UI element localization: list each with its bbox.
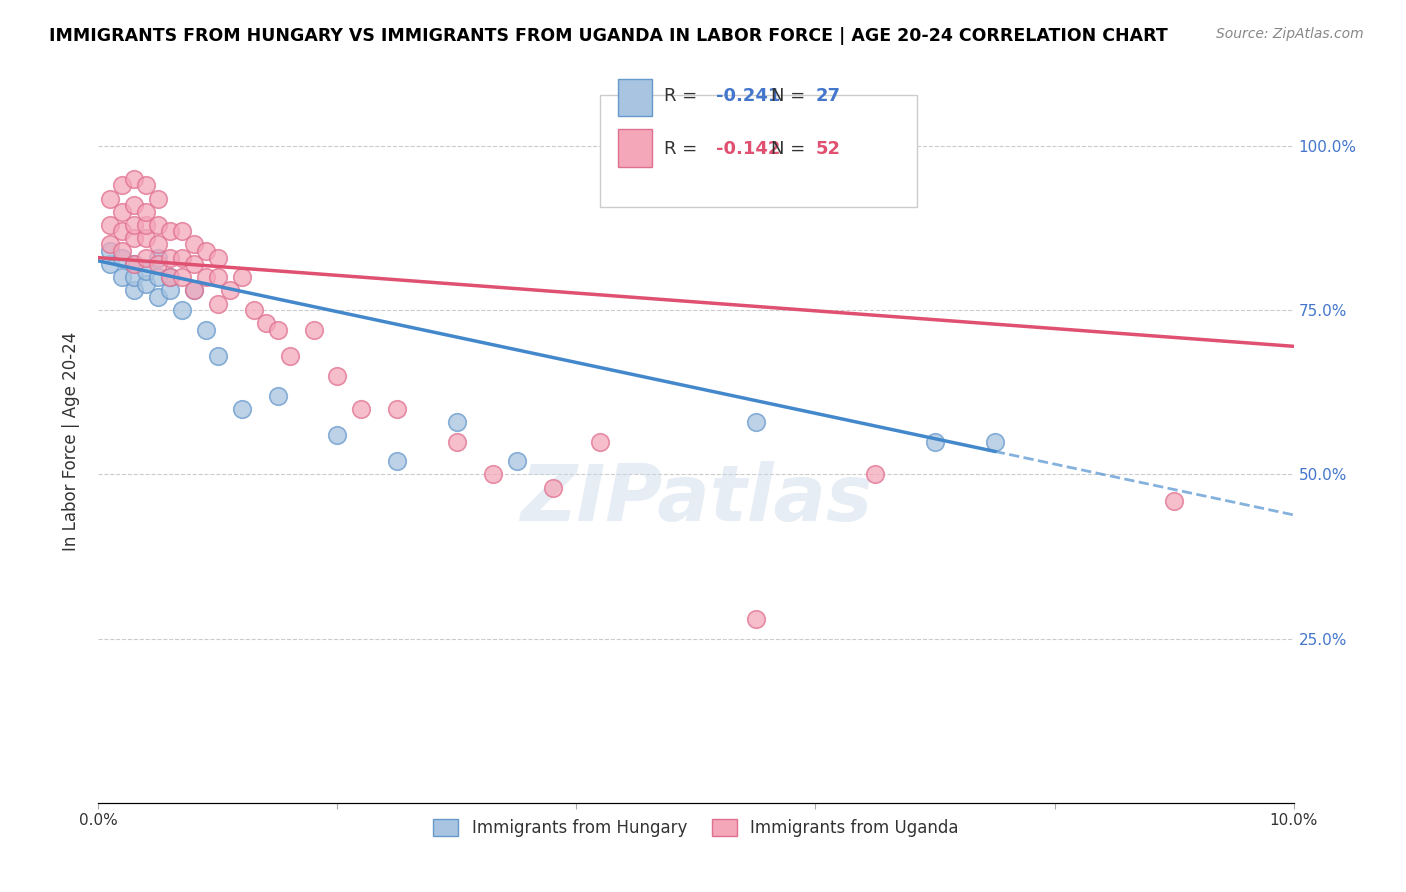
Point: [148, 270, 170, 285]
Point: [482, 467, 505, 482]
Point: [148, 257, 170, 271]
Point: [124, 171, 146, 186]
Point: [159, 270, 181, 285]
Point: [172, 270, 194, 285]
Point: [135, 204, 157, 219]
Text: R =: R =: [664, 140, 703, 158]
Point: [195, 244, 218, 258]
Point: [506, 454, 529, 468]
Y-axis label: In Labor Force | Age 20-24: In Labor Force | Age 20-24: [62, 332, 80, 551]
Point: [302, 323, 325, 337]
Legend: Immigrants from Hungary, Immigrants from Uganda: Immigrants from Hungary, Immigrants from…: [422, 807, 970, 848]
Point: [98, 218, 122, 232]
Point: [111, 204, 134, 219]
Point: [183, 284, 205, 298]
Point: [267, 388, 290, 402]
Point: [172, 303, 194, 318]
Point: [207, 270, 229, 285]
Point: [207, 251, 229, 265]
Point: [111, 251, 134, 265]
Point: [219, 284, 242, 298]
Point: [589, 434, 612, 449]
Point: [124, 284, 146, 298]
Point: [231, 270, 253, 285]
Point: [231, 401, 253, 416]
Text: Source: ZipAtlas.com: Source: ZipAtlas.com: [1216, 27, 1364, 41]
Point: [159, 284, 181, 298]
Text: 27: 27: [815, 87, 841, 105]
Point: [135, 218, 157, 232]
Point: [148, 218, 170, 232]
Point: [111, 178, 134, 193]
Point: [148, 237, 170, 252]
Point: [159, 270, 181, 285]
Point: [148, 290, 170, 304]
Point: [446, 415, 468, 429]
Point: [207, 296, 229, 310]
Point: [98, 257, 122, 271]
Point: [326, 368, 349, 383]
Point: [207, 349, 229, 363]
Point: [446, 434, 468, 449]
Point: [135, 277, 157, 291]
Text: N =: N =: [772, 87, 811, 105]
Point: [385, 454, 409, 468]
Point: [278, 349, 301, 363]
Point: [98, 237, 122, 252]
Point: [159, 224, 181, 238]
Point: [135, 251, 157, 265]
Point: [195, 323, 218, 337]
Point: [124, 257, 146, 271]
Text: ZIPatlas: ZIPatlas: [520, 461, 872, 537]
Point: [124, 198, 146, 212]
Point: [172, 224, 194, 238]
Point: [111, 244, 134, 258]
Point: [924, 434, 946, 449]
Point: [183, 284, 205, 298]
Point: [148, 192, 170, 206]
Point: [159, 251, 181, 265]
Point: [183, 257, 205, 271]
Point: [124, 231, 146, 245]
Point: [350, 401, 373, 416]
Point: [135, 264, 157, 278]
Point: [541, 481, 564, 495]
Point: [111, 224, 134, 238]
Point: [124, 257, 146, 271]
Text: N =: N =: [772, 140, 811, 158]
Point: [135, 178, 157, 193]
Text: 52: 52: [815, 140, 841, 158]
Point: [865, 467, 887, 482]
Point: [124, 218, 146, 232]
FancyBboxPatch shape: [600, 95, 917, 207]
Point: [267, 323, 290, 337]
Point: [135, 231, 157, 245]
FancyBboxPatch shape: [619, 78, 652, 117]
Point: [98, 192, 122, 206]
Point: [148, 251, 170, 265]
Point: [111, 270, 134, 285]
Point: [385, 401, 409, 416]
Point: [195, 270, 218, 285]
Text: -0.241: -0.241: [716, 87, 780, 105]
Point: [172, 251, 194, 265]
Point: [124, 270, 146, 285]
Text: IMMIGRANTS FROM HUNGARY VS IMMIGRANTS FROM UGANDA IN LABOR FORCE | AGE 20-24 COR: IMMIGRANTS FROM HUNGARY VS IMMIGRANTS FR…: [49, 27, 1168, 45]
Text: R =: R =: [664, 87, 703, 105]
FancyBboxPatch shape: [619, 129, 652, 167]
Point: [243, 303, 266, 318]
Text: -0.142: -0.142: [716, 140, 780, 158]
Point: [745, 612, 768, 626]
Point: [1163, 493, 1185, 508]
Point: [745, 415, 768, 429]
Point: [984, 434, 1007, 449]
Point: [254, 316, 277, 330]
Point: [183, 237, 205, 252]
Point: [326, 428, 349, 442]
Point: [98, 244, 122, 258]
